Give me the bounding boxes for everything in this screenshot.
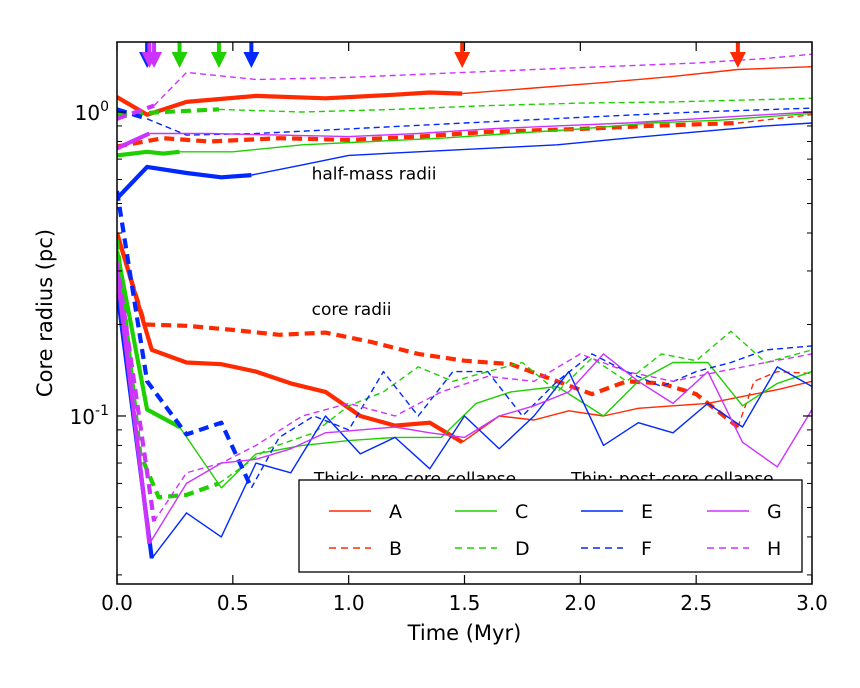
series-G-half-mass-post bbox=[149, 111, 812, 138]
core-label: core radii bbox=[312, 300, 392, 320]
legend-box bbox=[298, 479, 803, 573]
series-F-half-mass-pre bbox=[117, 107, 148, 121]
series-E-half-mass-pre bbox=[117, 164, 252, 200]
series-A-core-pre bbox=[117, 232, 464, 444]
series-layer bbox=[117, 53, 812, 559]
series-F-half-mass-post bbox=[146, 107, 812, 136]
legend-entry-G: G bbox=[707, 501, 782, 523]
legend-label: D bbox=[515, 538, 530, 560]
collapse-arrow-C bbox=[171, 42, 188, 68]
collapse-arrow-E bbox=[243, 42, 260, 68]
series-G-core-pre bbox=[117, 270, 152, 544]
legend-label: F bbox=[641, 538, 652, 560]
x-tick-label: 0.5 bbox=[217, 591, 249, 615]
series-A-core-post bbox=[461, 380, 812, 443]
x-tick-label: 2.0 bbox=[564, 591, 596, 615]
tick-layer: 0.0 0.5 1.0 1.5 2.0 2.5 3.0 10-1 100 bbox=[70, 42, 828, 615]
legend-label: G bbox=[767, 501, 782, 523]
half-mass-label: half-mass radii bbox=[312, 164, 437, 184]
x-tick-label: 0.0 bbox=[101, 591, 133, 615]
x-tick-label: 1.5 bbox=[449, 591, 481, 615]
legend-entry-B: B bbox=[329, 538, 402, 560]
series-H-half-mass-pre bbox=[117, 103, 155, 121]
series-E-half-mass-post bbox=[251, 122, 812, 176]
legend-label: B bbox=[389, 538, 402, 560]
series-B-half-mass-post bbox=[737, 114, 812, 124]
series-H-core-pre bbox=[117, 262, 157, 522]
series-D-core-post bbox=[218, 330, 812, 484]
legend-entry-F: F bbox=[581, 538, 652, 560]
legend-entry-C: C bbox=[455, 501, 528, 523]
x-tick-label: 1.0 bbox=[333, 591, 365, 615]
y-tick-label: 100 bbox=[75, 99, 109, 125]
series-D-core-pre bbox=[117, 239, 220, 500]
series-H-core-post bbox=[153, 353, 812, 522]
series-H-half-mass-post bbox=[153, 53, 812, 107]
legend-label: A bbox=[389, 501, 402, 523]
label-layer: Time (Myr) Core radius (pc) bbox=[33, 229, 521, 645]
series-C-half-mass-pre bbox=[117, 149, 180, 158]
legend-label: C bbox=[515, 501, 528, 523]
series-D-half-mass-post bbox=[218, 97, 812, 113]
series-C-core-pre bbox=[117, 250, 181, 429]
y-tick-label: 10-1 bbox=[70, 403, 109, 429]
series-C-half-mass-post bbox=[179, 112, 812, 153]
series-A-half-mass-post bbox=[462, 66, 812, 95]
legend-label: H bbox=[767, 538, 781, 560]
y-axis-label: Core radius (pc) bbox=[33, 229, 57, 397]
collapse-arrow-H bbox=[146, 42, 163, 68]
series-D-half-mass-pre bbox=[117, 107, 219, 117]
series-G-core-post bbox=[148, 353, 812, 545]
collapse-arrow-D bbox=[210, 42, 227, 68]
legend-entry-D: D bbox=[455, 538, 530, 560]
series-G-half-mass-pre bbox=[117, 131, 151, 151]
series-B-core-pre bbox=[117, 232, 740, 429]
legend: A C E G B D F H bbox=[298, 479, 803, 573]
x-axis-label: Time (Myr) bbox=[407, 621, 522, 645]
legend-entry-E: E bbox=[581, 501, 653, 523]
series-B-half-mass-pre bbox=[117, 120, 738, 149]
series-C-core-post bbox=[179, 361, 812, 489]
legend-label: E bbox=[641, 501, 653, 523]
series-F-core-post bbox=[250, 345, 812, 489]
series-F-core-pre bbox=[117, 190, 254, 489]
collapse-arrow-layer bbox=[139, 42, 746, 68]
collapse-arrow-B bbox=[729, 42, 746, 68]
legend-entry-A: A bbox=[329, 501, 402, 523]
legend-entry-H: H bbox=[707, 538, 781, 560]
collapse-arrow-A bbox=[454, 42, 471, 68]
series-E-core-post bbox=[151, 366, 812, 559]
x-tick-label: 3.0 bbox=[796, 591, 828, 615]
x-tick-label: 2.5 bbox=[680, 591, 712, 615]
